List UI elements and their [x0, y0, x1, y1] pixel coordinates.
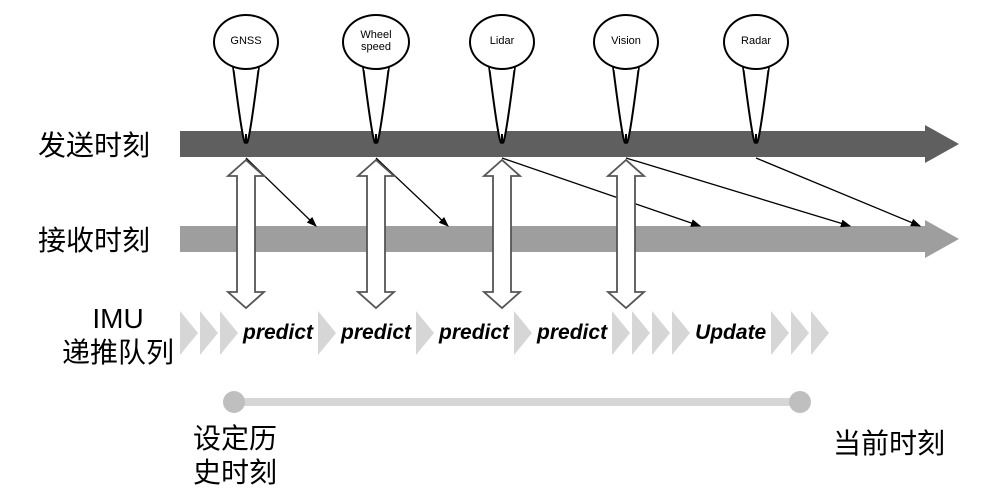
sensor-bubble-wheel-speed: Wheel speed [342, 14, 410, 70]
recv-label: 接收时刻 [38, 219, 150, 259]
queue-word: predict [240, 321, 316, 345]
imu-label: IMU 递推队列 [62, 302, 174, 369]
imu-queue: predict predict predict predict Update [180, 311, 955, 355]
history-rail [234, 398, 800, 406]
chevron-icon [200, 311, 218, 355]
chevron-icon [771, 311, 789, 355]
chevron-icon [811, 311, 829, 355]
queue-word: predict [534, 321, 610, 345]
chevron-icon [632, 311, 650, 355]
sensor-bubble-vision: Vision [593, 14, 659, 70]
queue-word: Update [692, 321, 769, 345]
send-bar-head [925, 125, 959, 163]
chevron-icon [318, 311, 336, 355]
chevron-icon [652, 311, 670, 355]
queue-word: predict [338, 321, 414, 345]
chevron-icon [180, 311, 198, 355]
history-label: 设定历 史时刻 [193, 422, 277, 489]
sensor-bubble-radar: Radar [723, 14, 789, 70]
recv-bar [180, 226, 925, 252]
recv-bar-head [925, 220, 959, 258]
chevron-icon [672, 311, 690, 355]
chevron-icon [220, 311, 238, 355]
chevron-icon [612, 311, 630, 355]
sensor-bubble-gnss: GNSS [213, 14, 279, 70]
chevron-icon [791, 311, 809, 355]
chevron-icon [514, 311, 532, 355]
current-label: 当前时刻 [833, 422, 945, 462]
history-rail-dot-right [789, 391, 811, 413]
chevron-icon [416, 311, 434, 355]
sensor-bubble-lidar: Lidar [469, 14, 535, 70]
send-label: 发送时刻 [38, 124, 150, 164]
send-bar [180, 131, 925, 157]
history-rail-dot-left [223, 391, 245, 413]
queue-word: predict [436, 321, 512, 345]
